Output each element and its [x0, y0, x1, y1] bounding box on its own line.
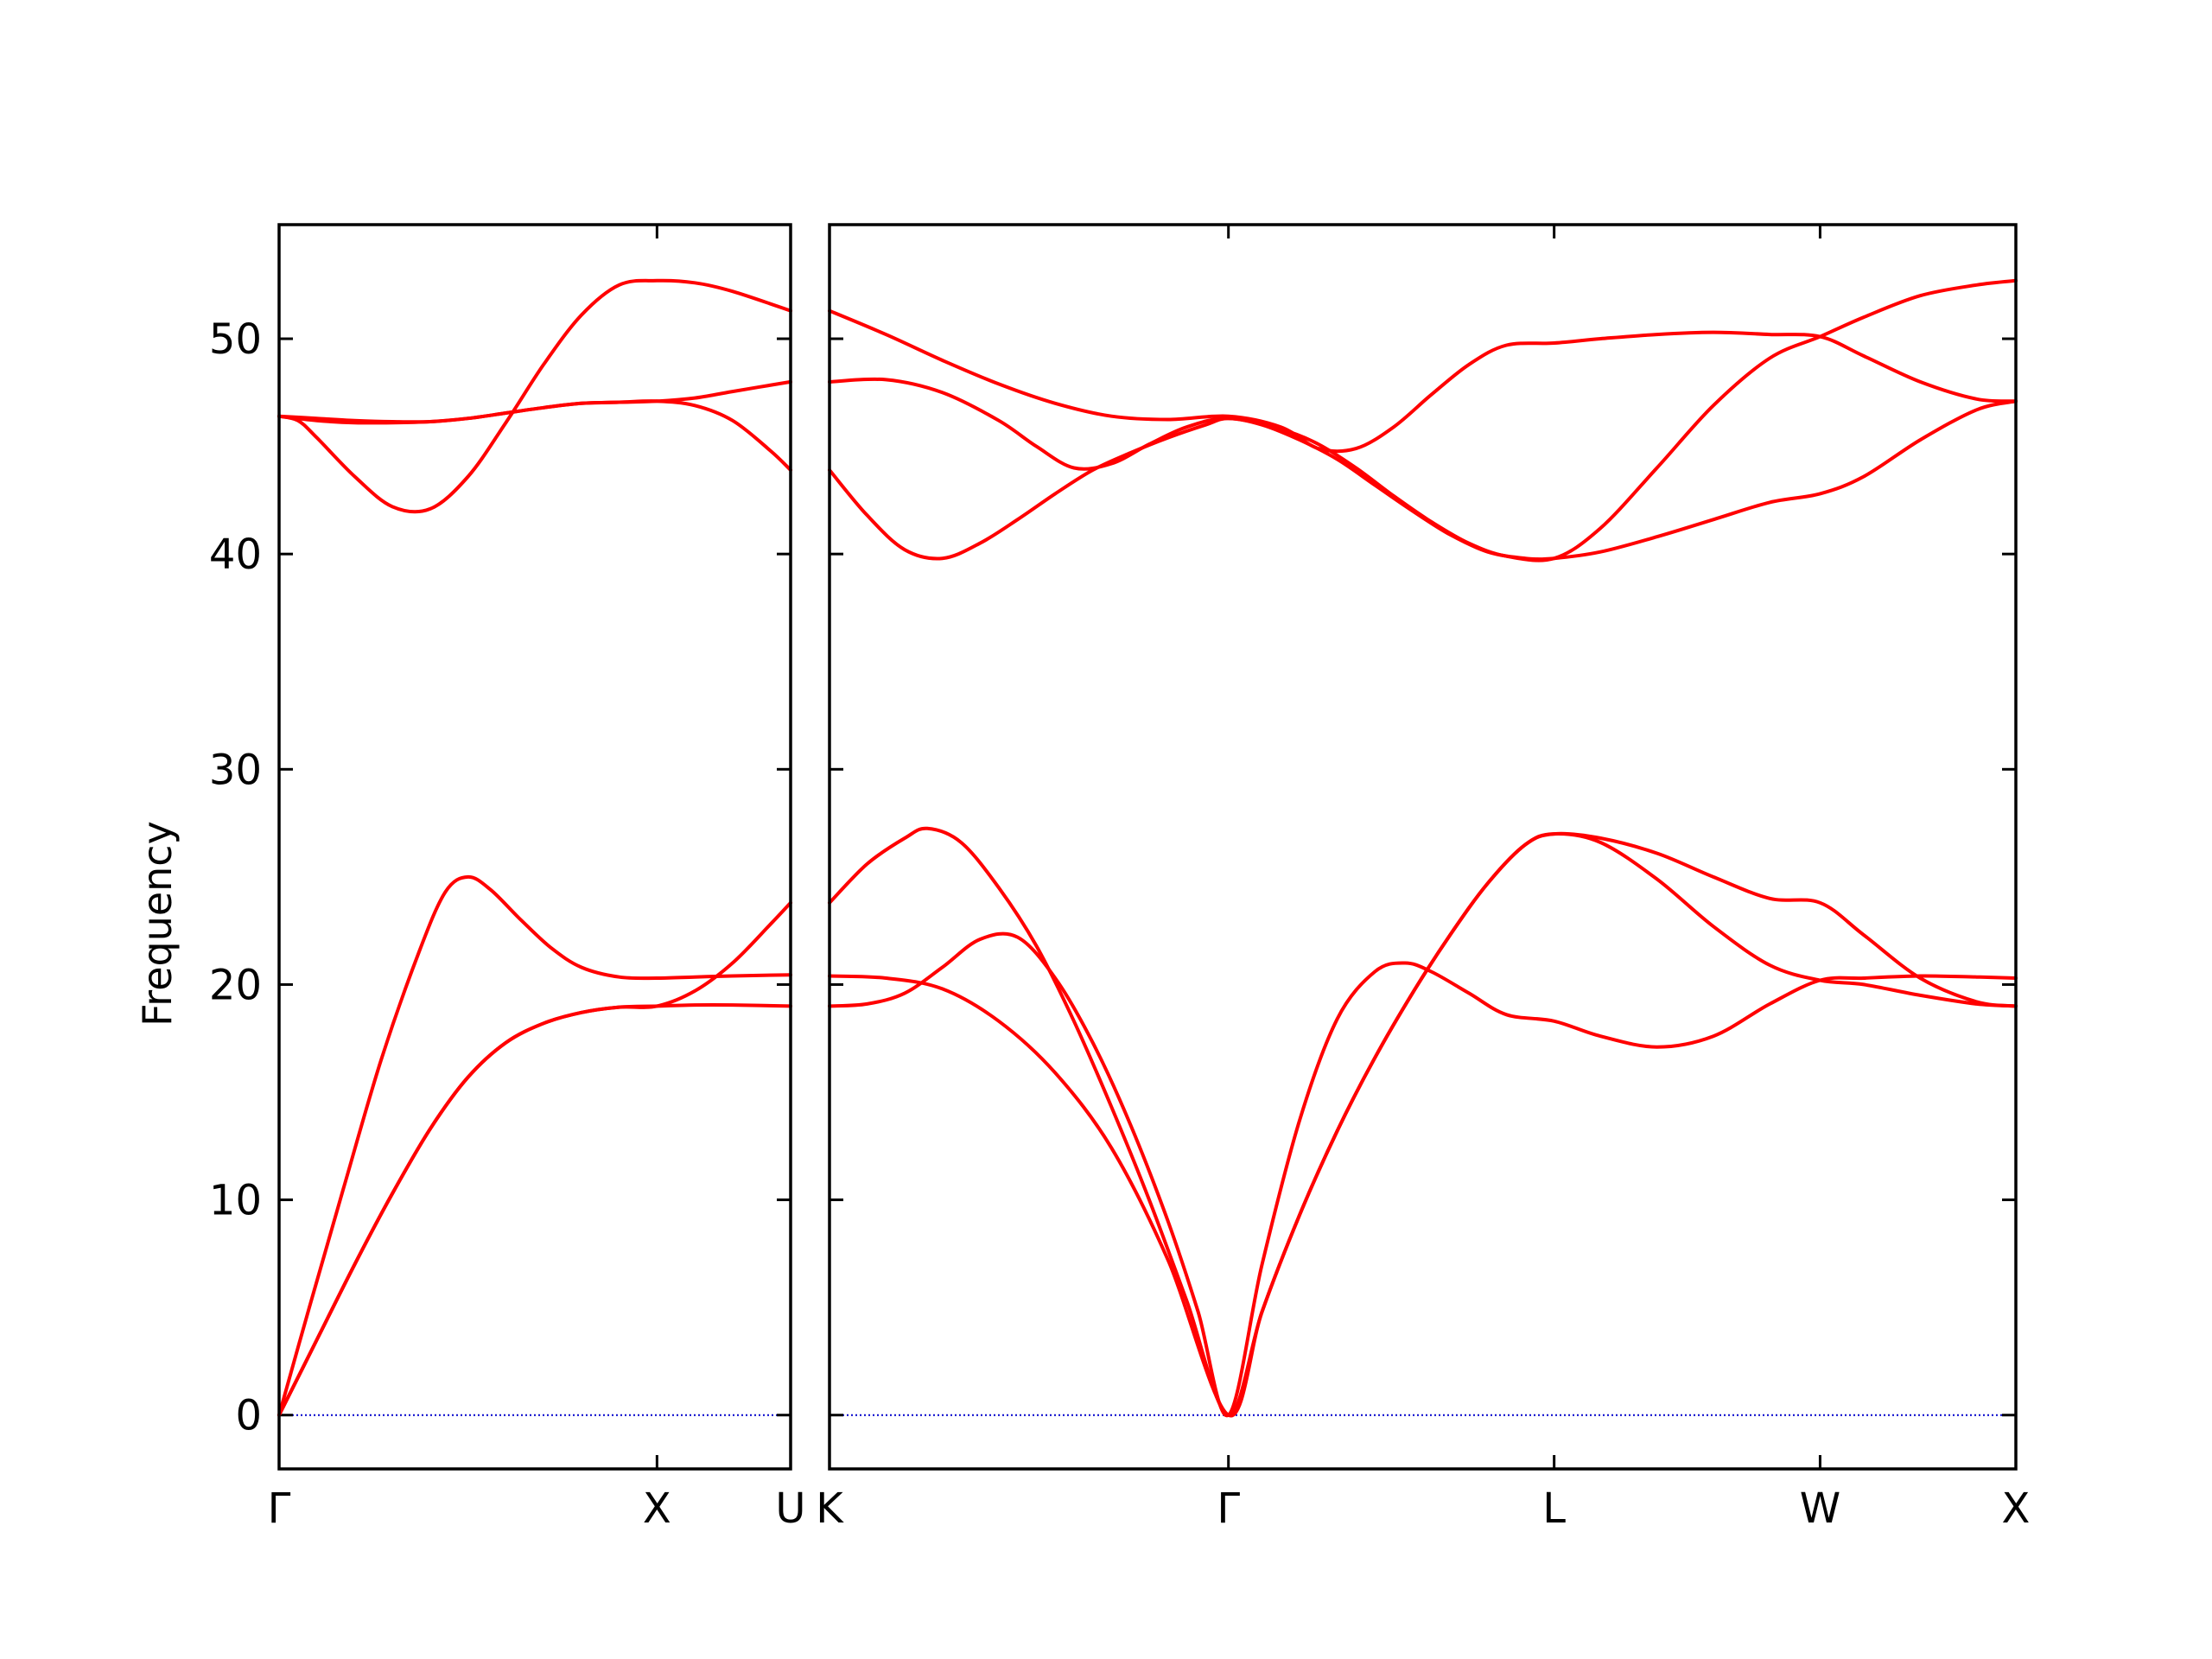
x-tick-label: U [775, 1484, 805, 1533]
phonon-band-4 [277, 379, 792, 425]
x-tick-label: Γ [1217, 1484, 1240, 1533]
y-tick-label: 20 [209, 961, 262, 1009]
phonon-band-1 [828, 826, 2018, 1417]
x-tick-label: W [1800, 1484, 1840, 1533]
phonon-band-6 [828, 399, 2018, 562]
y-tick-label: 50 [209, 315, 262, 364]
y-tick-label: 30 [209, 746, 262, 794]
plot-frame [828, 223, 2018, 1471]
phonon-band-6 [277, 399, 792, 472]
phonon-band-4 [828, 308, 2018, 454]
x-tick-label: Γ [268, 1484, 291, 1533]
y-axis-label: Frequency [134, 821, 181, 1027]
phonon-band-3 [277, 900, 792, 1417]
y-tick-label: 10 [209, 1177, 262, 1225]
phonon-band-1 [277, 874, 792, 1417]
y-tick-label: 40 [209, 531, 262, 579]
x-tick-label: X [643, 1484, 671, 1533]
x-tick-label: K [816, 1484, 844, 1533]
x-tick-label: X [2002, 1484, 2031, 1533]
y-tick-label: 0 [235, 1392, 262, 1440]
x-tick-label: L [1542, 1484, 1566, 1533]
phonon-band-2 [277, 1002, 792, 1417]
band-panel-gamma-x-u: Γ X U 0 10 20 30 40 50 [209, 223, 806, 1533]
phonon-band-5 [277, 278, 792, 514]
phonon-band-2 [828, 832, 2018, 1418]
phonon-band-3 [828, 931, 2018, 1418]
plot-frame [277, 223, 792, 1471]
